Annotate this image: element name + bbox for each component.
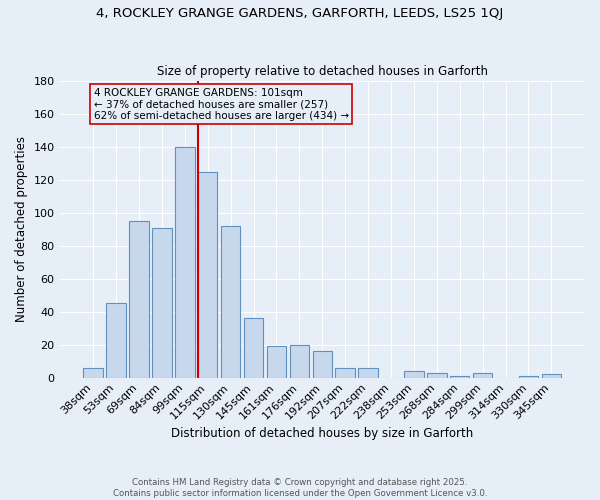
Bar xyxy=(290,344,309,378)
Bar xyxy=(129,221,149,378)
Text: Contains HM Land Registry data © Crown copyright and database right 2025.
Contai: Contains HM Land Registry data © Crown c… xyxy=(113,478,487,498)
Y-axis label: Number of detached properties: Number of detached properties xyxy=(15,136,28,322)
Bar xyxy=(175,147,194,378)
Bar xyxy=(473,372,493,378)
Bar xyxy=(244,318,263,378)
Title: Size of property relative to detached houses in Garforth: Size of property relative to detached ho… xyxy=(157,66,488,78)
Bar xyxy=(221,226,241,378)
Bar xyxy=(542,374,561,378)
Bar xyxy=(106,304,126,378)
Bar xyxy=(335,368,355,378)
Bar xyxy=(152,228,172,378)
Bar xyxy=(427,372,446,378)
Bar xyxy=(313,351,332,378)
Bar xyxy=(450,376,469,378)
Bar xyxy=(358,368,378,378)
Bar xyxy=(198,172,217,378)
X-axis label: Distribution of detached houses by size in Garforth: Distribution of detached houses by size … xyxy=(171,427,473,440)
Bar xyxy=(83,368,103,378)
Text: 4 ROCKLEY GRANGE GARDENS: 101sqm
← 37% of detached houses are smaller (257)
62% : 4 ROCKLEY GRANGE GARDENS: 101sqm ← 37% o… xyxy=(94,88,349,121)
Bar xyxy=(519,376,538,378)
Text: 4, ROCKLEY GRANGE GARDENS, GARFORTH, LEEDS, LS25 1QJ: 4, ROCKLEY GRANGE GARDENS, GARFORTH, LEE… xyxy=(97,8,503,20)
Bar xyxy=(267,346,286,378)
Bar xyxy=(404,371,424,378)
